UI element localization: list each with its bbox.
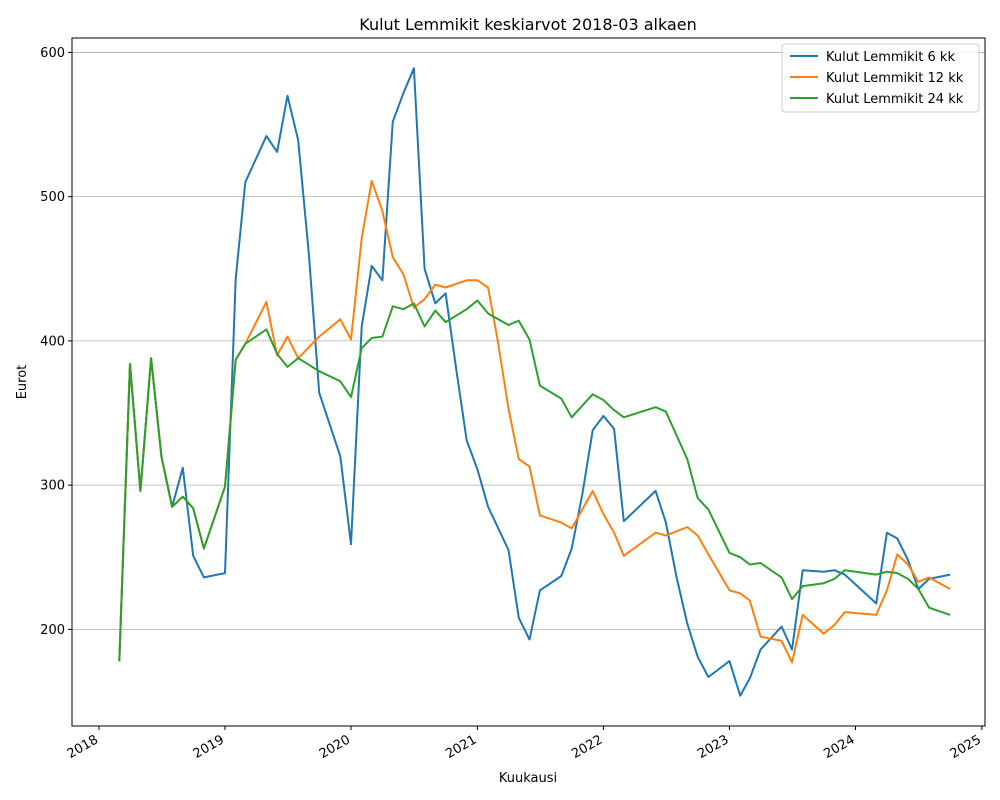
legend-label-1: Kulut Lemmikit 6 kk (826, 50, 955, 65)
legend-label-2: Kulut Lemmikit 12 kk (826, 71, 964, 86)
legend: Kulut Lemmikit 6 kk Kulut Lemmikit 12 kk K… (781, 43, 980, 113)
series-lines (118, 67, 951, 697)
chart-title: Kulut Lemmikit keskiarvot 2018-03 alkaen (359, 15, 697, 34)
legend-box (781, 43, 980, 113)
plot-area-frame (71, 37, 986, 727)
y-tick-label: 600 (40, 46, 65, 61)
series-line-1 (118, 67, 951, 697)
y-tick-label: 400 (40, 334, 65, 349)
y-tick-label: 200 (40, 623, 65, 638)
y-axis-label: Eurot (15, 365, 30, 400)
y-tick-label: 300 (40, 479, 65, 494)
y-axis: 200 300 400 500 600 (40, 46, 72, 638)
y-tick-label: 500 (40, 190, 65, 205)
legend-label-3: Kulut Lemmikit 24 kk (826, 92, 964, 107)
x-axis-label: Kuukausi (499, 771, 557, 786)
series-line-3 (118, 299, 951, 662)
